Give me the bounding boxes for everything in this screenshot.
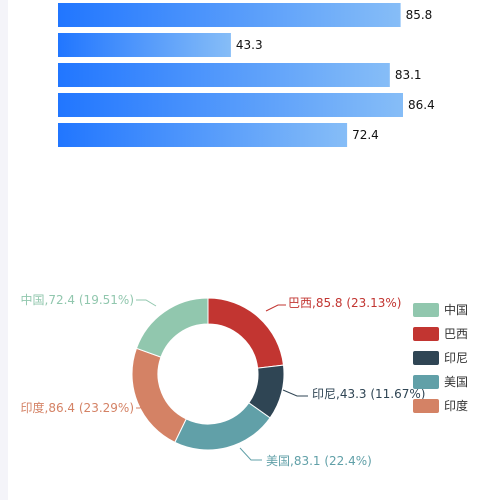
bar bbox=[58, 93, 403, 117]
bar-value-label: 72.4 bbox=[352, 128, 379, 142]
slice-label: 美国,83.1 (22.4%) bbox=[266, 454, 372, 468]
slice-label: 印尼,43.3 (11.67%) bbox=[312, 387, 425, 401]
legend-label[interactable]: 印尼 bbox=[444, 351, 468, 365]
bar bbox=[58, 63, 390, 87]
slice-leader-line bbox=[136, 299, 157, 307]
legend-swatch[interactable] bbox=[413, 303, 439, 317]
slice-leader-line bbox=[265, 304, 286, 312]
slice-label: 中国,72.4 (19.51%) bbox=[21, 292, 134, 307]
slice-leader-line bbox=[239, 447, 262, 461]
bar bbox=[58, 123, 348, 147]
donut-chart: 巴西,85.8 (23.13%) 印尼,43.3 (11.67%) 美国,83.1 … bbox=[21, 292, 426, 468]
slice-leader-line bbox=[282, 389, 308, 397]
legend-swatch[interactable] bbox=[413, 399, 439, 413]
bar bbox=[58, 3, 401, 27]
legend-label[interactable]: 美国 bbox=[444, 375, 468, 389]
legend-label[interactable]: 印度 bbox=[444, 398, 468, 413]
legend-swatch[interactable] bbox=[413, 327, 439, 341]
left-panel-strip bbox=[0, 0, 8, 500]
legend-label[interactable]: 巴西 bbox=[444, 327, 468, 341]
donut-slice bbox=[207, 297, 285, 369]
bar-value-label: 85.8 bbox=[406, 8, 433, 22]
slice-leader-line bbox=[136, 397, 153, 409]
bar-value-label: 83.1 bbox=[395, 68, 422, 82]
donut-slice bbox=[131, 347, 187, 444]
donut-slice bbox=[135, 297, 209, 358]
bar-value-label: 86.4 bbox=[408, 98, 435, 112]
slice-label: 印度,86.4 (23.29%) bbox=[21, 400, 134, 415]
bar-chart: 85.8 43.3 83.1 86.4 72.4 bbox=[58, 3, 435, 147]
legend-label[interactable]: 中国 bbox=[444, 302, 468, 317]
slice-label: 巴西,85.8 (23.13%) bbox=[288, 296, 401, 310]
bar-value-label: 43.3 bbox=[236, 38, 263, 52]
donut-slice bbox=[174, 402, 271, 451]
legend-swatch[interactable] bbox=[413, 351, 439, 365]
bar bbox=[58, 33, 231, 57]
legend-swatch[interactable] bbox=[413, 375, 439, 389]
